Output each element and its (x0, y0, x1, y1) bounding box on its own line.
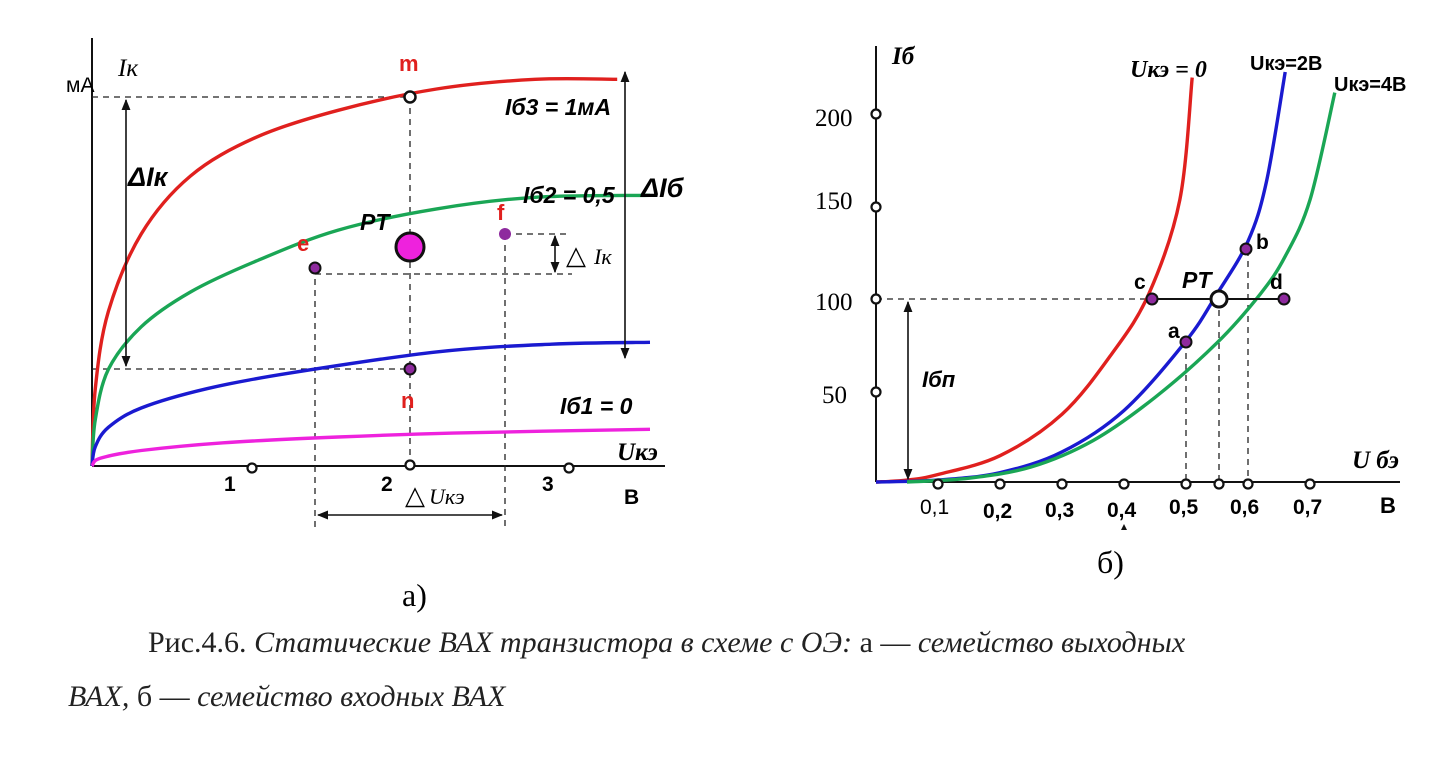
point-b (1239, 242, 1253, 256)
input-ytick-label-200: 200 (815, 105, 853, 132)
output-curve-ib3 (90, 76, 618, 467)
input-xtick-label-04: 0,4 (1107, 499, 1137, 522)
point-label-d: d (1270, 271, 1283, 294)
input-ytick-label-50: 50 (822, 382, 847, 409)
panel-label-b: б) (1097, 544, 1124, 580)
input-xtick-label-05: 0,5 (1169, 496, 1199, 519)
small-ik-label: △ Iк (566, 241, 612, 270)
input-curve-uke0 (875, 77, 1194, 484)
point-label-n: n (401, 388, 414, 413)
input-xtick-label-07: 0,7 (1293, 496, 1322, 519)
input-xtick-marker-03 (1056, 478, 1068, 490)
output-y-unit: мА (66, 74, 94, 97)
input-ytick-marker-200 (870, 108, 882, 120)
pt-label-b: PT (1182, 267, 1213, 293)
input-curve-uke4 (906, 92, 1337, 484)
point-f (499, 228, 511, 240)
input-x-label-text: U бэ (1352, 447, 1399, 474)
output-tick-label-1: 1 (224, 473, 236, 496)
point-label-b: b (1256, 231, 1269, 254)
caption-vah: ВАХ, (68, 680, 130, 713)
delta-ik-label: ΔIк (127, 162, 169, 192)
caption-dash-2: — (159, 680, 190, 713)
input-xtick-marker-07 (1304, 478, 1316, 490)
point-a (1179, 335, 1193, 349)
input-xtick-marker-05 (1180, 478, 1192, 490)
input-ytick-marker-50 (870, 386, 882, 398)
operating-point-pt-a (394, 231, 426, 263)
ibp-label: Iбп (922, 367, 956, 392)
caption-tail-2: семейство входных ВАХ (197, 680, 506, 713)
delta-uke-label: △ Uкэ (405, 481, 465, 510)
delta-ib-label: ΔIб (640, 173, 685, 203)
point-label-a: a (1168, 320, 1180, 343)
point-n (403, 362, 417, 376)
caption-dash-1: — (880, 626, 911, 659)
curve-label-ib1: Iб1 = 0 (560, 393, 633, 419)
input-xtick-label-02: 0,2 (983, 500, 1012, 523)
point-c (1145, 292, 1159, 306)
output-x-label: Uкэ (617, 439, 658, 466)
input-xtick-label-03: 0,3 (1045, 499, 1074, 522)
output-tick-label-2: 2 (381, 473, 393, 496)
curve-label-uke0: Uкэ = 0 (1130, 57, 1207, 83)
point-label-e: e (297, 231, 309, 256)
input-xtick-marker-01 (932, 478, 944, 490)
curve-label-uke4: Uкэ=4В (1334, 74, 1406, 96)
output-chart: мА Iк ΔIк ΔIб △ Iк Iб3 = 1мА Iб2 = 0,5 Iб… (66, 38, 685, 613)
caption-prefix: Рис.4.6. (148, 626, 247, 659)
small-tick-triangle (1121, 524, 1127, 530)
pt-label-a: PT (360, 209, 391, 235)
point-label-f: f (497, 200, 505, 225)
caption-tail-1: семейство выходных (917, 626, 1186, 659)
caption-a: а (859, 626, 873, 659)
operating-point-pt-b (1209, 289, 1229, 309)
output-x-unit: В (624, 486, 639, 509)
input-xtick-label-01: 0,1 (920, 496, 949, 519)
input-x-unit: В (1380, 493, 1396, 518)
input-xtick-label-06: 0,6 (1230, 496, 1259, 519)
input-y-label: Iб (891, 43, 916, 70)
output-tick-label-3: 3 (542, 473, 554, 496)
point-d (1277, 292, 1291, 306)
curve-label-ib2: Iб2 = 0,5 (523, 182, 616, 208)
input-ytick-marker-150 (870, 201, 882, 213)
panel-label-a: а) (402, 577, 427, 613)
curve-label-ib3: Iб3 = 1мА (505, 94, 611, 120)
caption-title: Статические ВАХ транзистора в схеме с ОЭ… (254, 626, 853, 659)
point-label-c: c (1134, 271, 1146, 294)
input-guides (876, 250, 1249, 482)
output-y-label: Iк (117, 55, 138, 82)
caption-b: б (136, 680, 153, 713)
input-ytick-label-100: 100 (815, 289, 853, 316)
input-xtick-marker-02 (994, 478, 1006, 490)
caption-line-1: Рис.4.6. Статические ВАХ транзистора в с… (148, 626, 1185, 660)
caption-line-2: ВАХ, б — семейство входных ВАХ (68, 680, 505, 714)
input-ytick-marker-100 (870, 293, 882, 305)
input-curve-uke2 (875, 71, 1287, 484)
point-m (403, 90, 417, 104)
input-x-label: U бэ (1352, 447, 1399, 474)
output-guides (92, 96, 572, 527)
output-tick-marker-1 (246, 462, 258, 474)
output-tick-marker-3 (563, 462, 575, 474)
input-ytick-label-150: 150 (815, 188, 853, 215)
output-curve-ib2 (90, 193, 651, 467)
point-label-m: m (399, 51, 419, 76)
curve-label-uke2: Uкэ=2В (1250, 53, 1322, 75)
output-curve-ib1 (90, 427, 651, 468)
input-xtick-marker-04 (1118, 478, 1130, 490)
output-curve-blue (90, 340, 651, 467)
input-chart: Iб 50 100 150 200 Iбп 0,1 0,2 0,3 0,4 0,… (815, 43, 1406, 580)
input-xtick-marker-06 (1242, 478, 1254, 490)
input-xtick-marker-055 (1213, 478, 1225, 490)
output-tick-marker-2 (404, 459, 416, 471)
point-e (308, 261, 322, 275)
